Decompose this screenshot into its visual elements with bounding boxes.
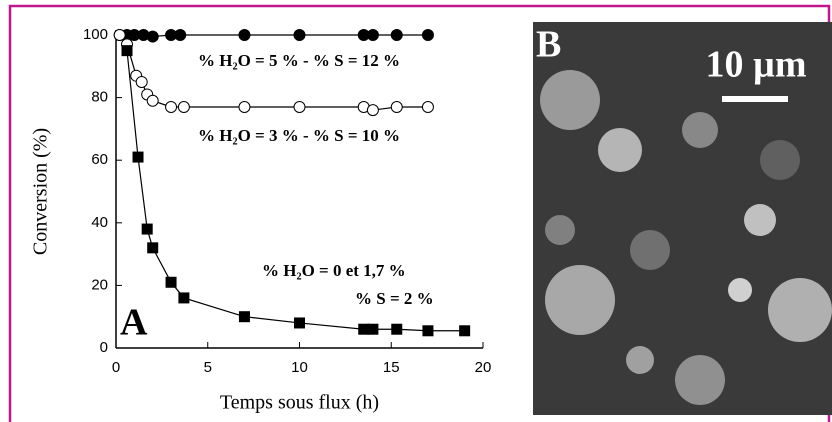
x-tick-label: 0 [112,359,120,376]
y-tick-label: 100 [83,26,108,43]
legend-label: % H₂O = 5 % - % S = 12 % [198,51,400,70]
marker [166,277,177,288]
marker [391,324,402,335]
marker [367,324,378,335]
marker [175,30,186,41]
y-tick-label: 80 [91,89,108,106]
x-axis-label: Temps sous flux (h) [220,392,379,414]
marker [147,95,158,106]
marker [422,30,433,41]
marker [294,30,305,41]
panel-label: A [120,302,148,344]
marker [147,242,158,253]
marker [422,101,433,112]
marker [391,30,402,41]
marker [422,325,433,336]
y-tick-label: 20 [91,276,108,293]
marker [294,101,305,112]
marker [294,317,305,328]
marker [239,101,250,112]
scale-bar-label: 10 µm [705,44,806,86]
marker [133,152,144,163]
marker [239,311,250,322]
marker [114,30,125,41]
marker [178,101,189,112]
marker [178,292,189,303]
marker [239,30,250,41]
marker [391,101,402,112]
y-axis-label: Conversion (%) [30,128,52,255]
marker [122,45,133,56]
marker [367,105,378,116]
marker [367,30,378,41]
legend-label: % H₂O = 0 et 1,7 % [262,261,406,280]
y-tick-label: 40 [91,214,108,231]
x-tick-label: 15 [383,359,400,376]
y-tick-label: 0 [100,339,108,356]
marker [166,101,177,112]
x-tick-label: 10 [291,359,308,376]
marker [459,325,470,336]
y-tick-label: 60 [91,151,108,168]
x-tick-label: 5 [204,359,212,376]
figure: B 10 µm 0 5 10 15 20 0 20 40 60 80 100 Temps sous f… [0,0,832,422]
marker [136,76,147,87]
image-label: B [536,24,561,66]
marker [142,224,153,235]
x-tick-label: 20 [475,359,492,376]
legend-label: % H₂O = 3 % - % S = 10 % [198,126,400,145]
annotation: % S = 2 % [355,289,434,308]
marker [147,31,158,42]
